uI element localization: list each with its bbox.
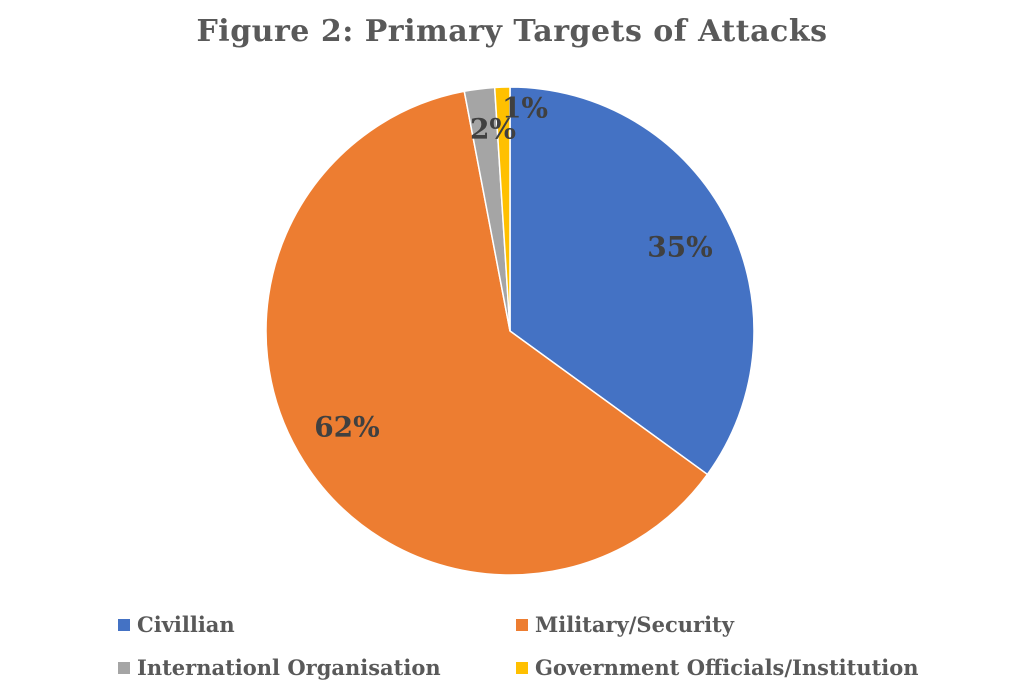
legend-swatch-civillian (118, 618, 130, 631)
legend-label-military-security: Military/Security (535, 612, 734, 637)
pie-chart: 35% 62% 2%1% (265, 86, 755, 576)
pie-slice-3[interactable] (493, 86, 511, 332)
legend-item-civillian[interactable]: Civillian (118, 612, 516, 637)
data-label-1: 62% (314, 411, 380, 444)
data-label-2: 2% (470, 113, 516, 146)
pie-slices (265, 86, 755, 576)
legend-label-government-officials: Government Officials/Institution (535, 655, 919, 680)
pie-slice-1[interactable] (265, 90, 709, 576)
legend-label-civillian: Civillian (137, 612, 235, 637)
pie-data-labels: 35% 62% 2%1% (314, 92, 713, 444)
legend-swatch-international-organisation (118, 661, 130, 674)
legend-item-military-security[interactable]: Military/Security (516, 612, 956, 637)
data-label-3: 1% (502, 92, 548, 125)
legend-item-government-officials[interactable]: Government Officials/Institution (516, 655, 956, 680)
data-label-0: 35% (647, 231, 713, 264)
chart-title: Figure 2: Primary Targets of Attacks (196, 14, 828, 49)
legend-item-international-organisation[interactable]: Internationl Organisation (118, 655, 516, 680)
legend-swatch-government-officials (516, 661, 528, 674)
legend-label-international-organisation: Internationl Organisation (137, 655, 441, 680)
legend: Civillian Military/Security Internationl… (118, 612, 998, 680)
legend-swatch-military-security (516, 618, 528, 631)
pie-slice-0[interactable] (509, 86, 755, 476)
